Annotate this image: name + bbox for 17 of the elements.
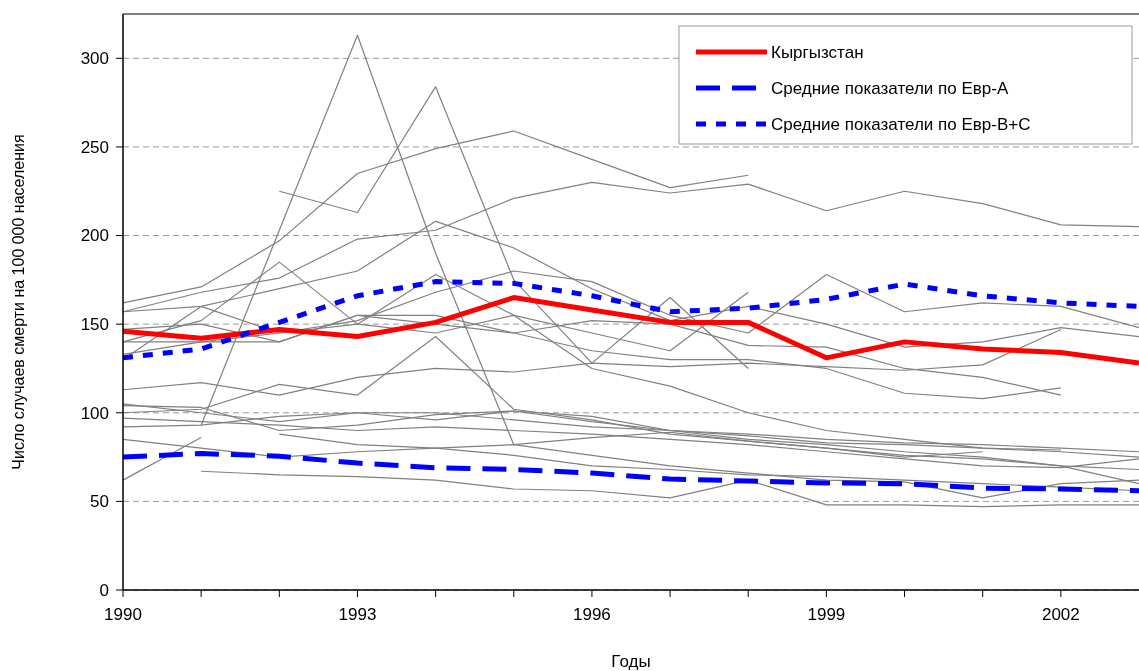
y-tick-label: 300 xyxy=(80,49,109,69)
x-axis-title: Годы xyxy=(611,652,651,671)
y-tick-label: 0 xyxy=(99,580,109,600)
y-tick-label: 100 xyxy=(80,403,109,423)
legend-label: Средние показатели по Евр-А xyxy=(771,78,1009,98)
y-tick-label: 150 xyxy=(80,315,109,335)
legend-label: Кыргызстан xyxy=(771,42,864,62)
x-tick-label: 1993 xyxy=(338,605,377,624)
x-tick-label: 1999 xyxy=(807,605,846,624)
y-tick-label: 200 xyxy=(80,226,109,246)
x-tick-label: 1990 xyxy=(104,605,142,624)
legend-label: Средние показатели по Евр-B+C xyxy=(771,114,1031,134)
y-tick-label: 250 xyxy=(80,137,109,157)
x-tick-label: 2002 xyxy=(1041,605,1080,624)
y-tick-label: 50 xyxy=(90,492,109,512)
x-tick-label: 1996 xyxy=(573,605,611,624)
y-axis-title: Число случаев смерти на 100 000 населения xyxy=(10,134,27,470)
